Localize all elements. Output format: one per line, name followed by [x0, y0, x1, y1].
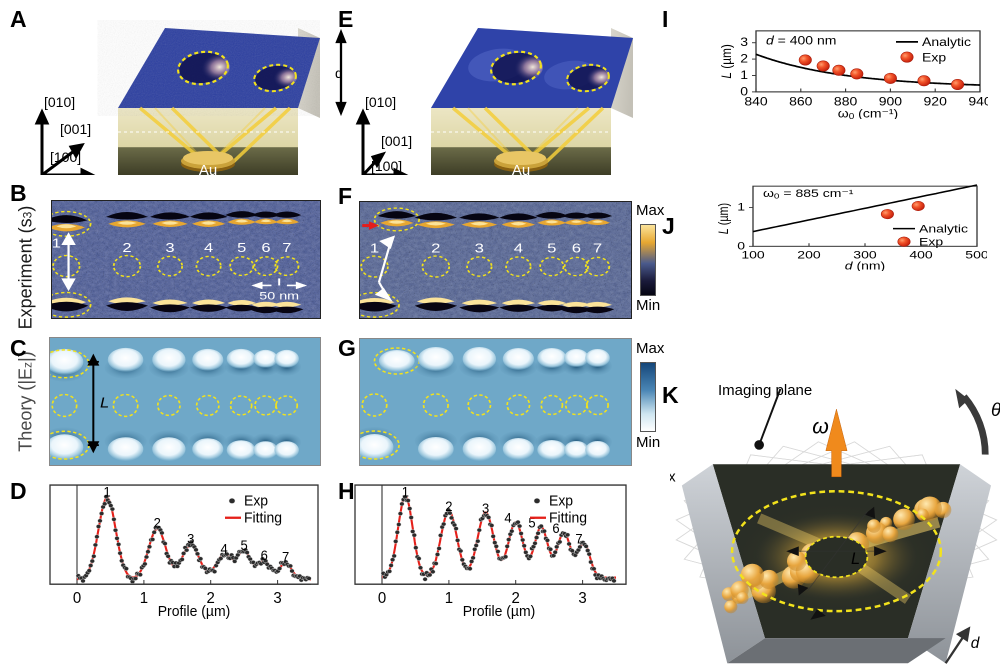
svg-text:Fitting: Fitting: [244, 510, 282, 526]
svg-text:6: 6: [261, 241, 270, 256]
svg-text:3: 3: [482, 500, 489, 515]
svg-text:2: 2: [445, 499, 452, 514]
svg-text:L: L: [851, 550, 860, 568]
svg-text:d: d: [335, 65, 343, 81]
svg-text:4: 4: [514, 241, 523, 256]
svg-text:Au: Au: [512, 162, 530, 175]
svg-text:ω: ω: [812, 414, 829, 438]
svg-text:d: d: [971, 635, 980, 652]
svg-text:ω0 (cm⁻¹): ω0 (cm⁻¹): [838, 106, 898, 119]
svg-text:5: 5: [240, 538, 247, 553]
svg-text:3: 3: [740, 35, 748, 49]
svg-text:1: 1: [370, 241, 379, 256]
svg-text:7: 7: [282, 549, 289, 564]
svg-text:Exp: Exp: [549, 493, 573, 509]
svg-text:7: 7: [575, 531, 582, 546]
svg-text:1: 1: [103, 484, 110, 499]
svg-text:920: 920: [924, 94, 947, 108]
svg-text:3: 3: [475, 241, 484, 256]
svg-text:1: 1: [445, 590, 453, 607]
svg-text:1: 1: [740, 68, 748, 82]
svg-text:Exp: Exp: [919, 236, 943, 248]
svg-text:5: 5: [237, 241, 246, 256]
svg-text:d = 400 nm: d = 400 nm: [766, 33, 836, 47]
svg-text:0: 0: [73, 590, 81, 607]
svg-text:7: 7: [593, 241, 602, 256]
svg-text:3: 3: [165, 241, 174, 256]
svg-text:940: 940: [968, 94, 988, 108]
svg-text:3: 3: [187, 531, 194, 546]
svg-text:0: 0: [378, 590, 386, 607]
svg-text:2: 2: [431, 241, 440, 256]
svg-text:x: x: [670, 470, 676, 486]
svg-text:2: 2: [122, 241, 131, 256]
svg-text:500: 500: [965, 249, 987, 261]
svg-text:4: 4: [204, 241, 213, 256]
svg-text:Au: Au: [199, 162, 217, 175]
svg-text:4: 4: [504, 510, 512, 525]
svg-text:1: 1: [737, 201, 745, 213]
svg-text:50 nm: 50 nm: [259, 289, 299, 302]
svg-text:[100]: [100]: [371, 158, 402, 174]
svg-text:0: 0: [740, 84, 748, 98]
svg-text:2: 2: [154, 515, 161, 530]
svg-text:3: 3: [578, 590, 586, 607]
svg-text:Exp: Exp: [244, 493, 268, 509]
svg-text:[010]: [010]: [44, 94, 75, 110]
svg-text:3: 3: [273, 590, 281, 607]
svg-text:1: 1: [140, 590, 148, 607]
svg-text:[001]: [001]: [381, 133, 412, 149]
svg-text:1: 1: [52, 236, 61, 251]
svg-text:θ: θ: [991, 399, 1000, 420]
svg-text:200: 200: [797, 249, 820, 261]
svg-text:L (µm): L (µm): [718, 44, 734, 79]
svg-text:1: 1: [402, 484, 409, 499]
svg-text:2: 2: [740, 52, 748, 66]
svg-text:Analytic: Analytic: [922, 35, 972, 49]
svg-text:Exp: Exp: [922, 50, 946, 64]
svg-text:Profile (µm): Profile (µm): [463, 604, 536, 619]
svg-text:[100]: [100]: [50, 149, 81, 165]
svg-text:6: 6: [572, 241, 581, 256]
svg-text:Profile (µm): Profile (µm): [158, 604, 231, 619]
svg-text:d (nm): d (nm): [845, 260, 885, 271]
svg-text:[010]: [010]: [365, 94, 396, 110]
svg-text:4: 4: [220, 541, 228, 556]
svg-text:860: 860: [789, 94, 812, 108]
svg-text:0: 0: [737, 240, 745, 252]
svg-text:Analytic: Analytic: [919, 223, 968, 235]
svg-text:[001]: [001]: [60, 121, 91, 137]
svg-text:400: 400: [909, 249, 932, 261]
svg-text:5: 5: [547, 241, 556, 256]
svg-text:7: 7: [282, 241, 291, 256]
svg-text:Fitting: Fitting: [549, 510, 587, 526]
svg-text:L: L: [100, 395, 109, 411]
svg-text:6: 6: [261, 548, 268, 563]
svg-text:L (µm): L (µm): [716, 203, 732, 234]
